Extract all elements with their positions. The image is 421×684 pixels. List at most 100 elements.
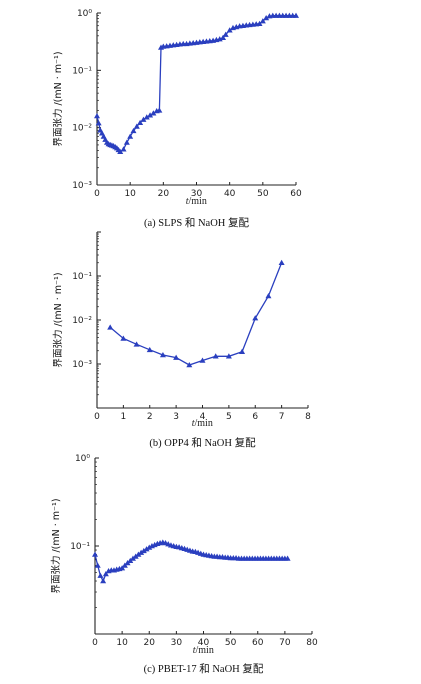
x-axis-label-var: t bbox=[192, 418, 195, 429]
chart-2: 0 10 20 30 40 50 60 70 80 10⁰ 10⁻¹ 界面张力 /(mN · m⁻¹)… bbox=[50, 454, 318, 675]
data-point bbox=[199, 357, 206, 363]
data-point bbox=[265, 293, 272, 299]
data-point bbox=[140, 547, 147, 554]
x-tick-label: 20 bbox=[144, 638, 156, 648]
data-point bbox=[129, 555, 136, 561]
x-tick-label: 80 bbox=[306, 638, 318, 648]
data-point bbox=[119, 565, 126, 571]
data-point bbox=[225, 353, 232, 359]
data-point bbox=[256, 20, 263, 26]
data-point bbox=[107, 324, 114, 330]
data-point bbox=[143, 546, 150, 552]
data-point bbox=[259, 18, 266, 24]
x-tick-label: 30 bbox=[171, 638, 183, 648]
y-tick-label: 10⁻¹ bbox=[70, 542, 90, 552]
series-line bbox=[94, 541, 288, 583]
data-point bbox=[92, 551, 98, 557]
x-tick-label: 60 bbox=[290, 189, 302, 199]
y-axis-label: 界面张力 /(mN · m⁻¹) bbox=[52, 51, 64, 146]
data-point bbox=[156, 107, 163, 113]
x-tick-label: 10 bbox=[116, 638, 128, 648]
data-point bbox=[252, 315, 259, 321]
data-point bbox=[278, 259, 285, 266]
data-point bbox=[138, 549, 145, 555]
data-point bbox=[130, 127, 137, 134]
data-point bbox=[239, 348, 246, 354]
y-tick-label: 10⁻² bbox=[72, 316, 92, 326]
x-tick-label: 0 bbox=[92, 638, 98, 648]
data-point bbox=[135, 551, 142, 557]
y-tick-label: 10⁻¹ bbox=[72, 272, 92, 282]
chart-1: 0 1 2 3 4 5 6 7 8 10⁻¹ 10⁻² 10⁻³ 界面张力 /(mN · m⁻¹) t/m… bbox=[52, 231, 311, 449]
data-point bbox=[102, 571, 109, 577]
x-tick-label: 20 bbox=[158, 189, 170, 199]
series-line bbox=[109, 262, 283, 366]
x-tick-label: 1 bbox=[121, 412, 127, 422]
chart-caption: (b) OPP4 和 NaOH 复配 bbox=[149, 436, 256, 449]
x-tick-label: 0 bbox=[94, 412, 100, 422]
y-tick-label: 10⁻³ bbox=[72, 360, 92, 370]
x-tick-label: 8 bbox=[305, 412, 311, 422]
x-tick-label: 50 bbox=[225, 638, 237, 648]
data-point bbox=[146, 544, 153, 550]
data-point bbox=[120, 146, 127, 152]
x-tick-label: 50 bbox=[257, 189, 269, 199]
data-point bbox=[222, 31, 229, 37]
data-point bbox=[132, 553, 139, 559]
data-point bbox=[226, 27, 233, 33]
series-line bbox=[96, 14, 296, 153]
data-point bbox=[140, 116, 147, 122]
x-tick-label: 4 bbox=[200, 412, 206, 422]
data-point bbox=[143, 114, 150, 120]
y-tick-label: 10⁰ bbox=[75, 454, 90, 464]
x-axis-label-var: t bbox=[193, 645, 196, 656]
data-point bbox=[100, 578, 107, 584]
y-tick-label: 10⁻³ bbox=[72, 181, 92, 191]
data-point bbox=[263, 14, 270, 21]
data-point bbox=[120, 335, 127, 341]
data-point bbox=[117, 148, 124, 155]
x-axis-label-unit: /min bbox=[189, 196, 207, 207]
data-point bbox=[212, 353, 219, 359]
chart-caption: (a) SLPS 和 NaOH 复配 bbox=[144, 216, 249, 229]
x-tick-label: 2 bbox=[147, 412, 153, 422]
data-point bbox=[95, 120, 102, 126]
y-tick-label: 10⁻¹ bbox=[72, 66, 92, 76]
data-point bbox=[293, 12, 299, 18]
x-tick-label: 6 bbox=[252, 412, 258, 422]
data-point bbox=[173, 354, 180, 360]
x-tick-label: 7 bbox=[279, 412, 285, 422]
data-point bbox=[123, 139, 130, 145]
data-point bbox=[284, 555, 291, 561]
x-axis-label-unit: /min bbox=[196, 645, 214, 656]
data-point bbox=[159, 352, 166, 358]
data-point bbox=[137, 119, 144, 125]
x-tick-label: 30 bbox=[191, 189, 203, 199]
data-point bbox=[216, 36, 223, 42]
x-tick-label: 40 bbox=[198, 638, 210, 648]
x-tick-label: 10 bbox=[124, 189, 136, 199]
data-point bbox=[147, 112, 154, 118]
y-tick-label: 10⁰ bbox=[77, 9, 92, 19]
data-point bbox=[150, 110, 157, 116]
x-tick-label: 70 bbox=[279, 638, 291, 648]
x-axis-label-unit: /min bbox=[195, 418, 213, 429]
chart-0: 0 10 20 30 40 50 60 10⁰ 10⁻¹ 10⁻² 10⁻³ 界面张力 /(mN · … bbox=[52, 9, 302, 229]
y-axis-label: 界面张力 /(mN · m⁻¹) bbox=[50, 498, 62, 593]
data-point bbox=[94, 112, 100, 119]
x-tick-label: 0 bbox=[94, 189, 100, 199]
x-axis-label-var: t bbox=[186, 196, 189, 207]
x-tick-label: 40 bbox=[224, 189, 236, 199]
x-tick-label: 5 bbox=[226, 412, 232, 422]
data-point bbox=[146, 346, 153, 353]
data-point bbox=[97, 572, 104, 578]
data-point bbox=[127, 133, 134, 139]
x-tick-label: 60 bbox=[252, 638, 264, 648]
data-point bbox=[186, 361, 193, 368]
data-point bbox=[133, 341, 140, 347]
data-point bbox=[94, 562, 101, 568]
y-axis-label: 界面张力 /(mN · m⁻¹) bbox=[52, 272, 64, 367]
data-point bbox=[133, 123, 140, 129]
